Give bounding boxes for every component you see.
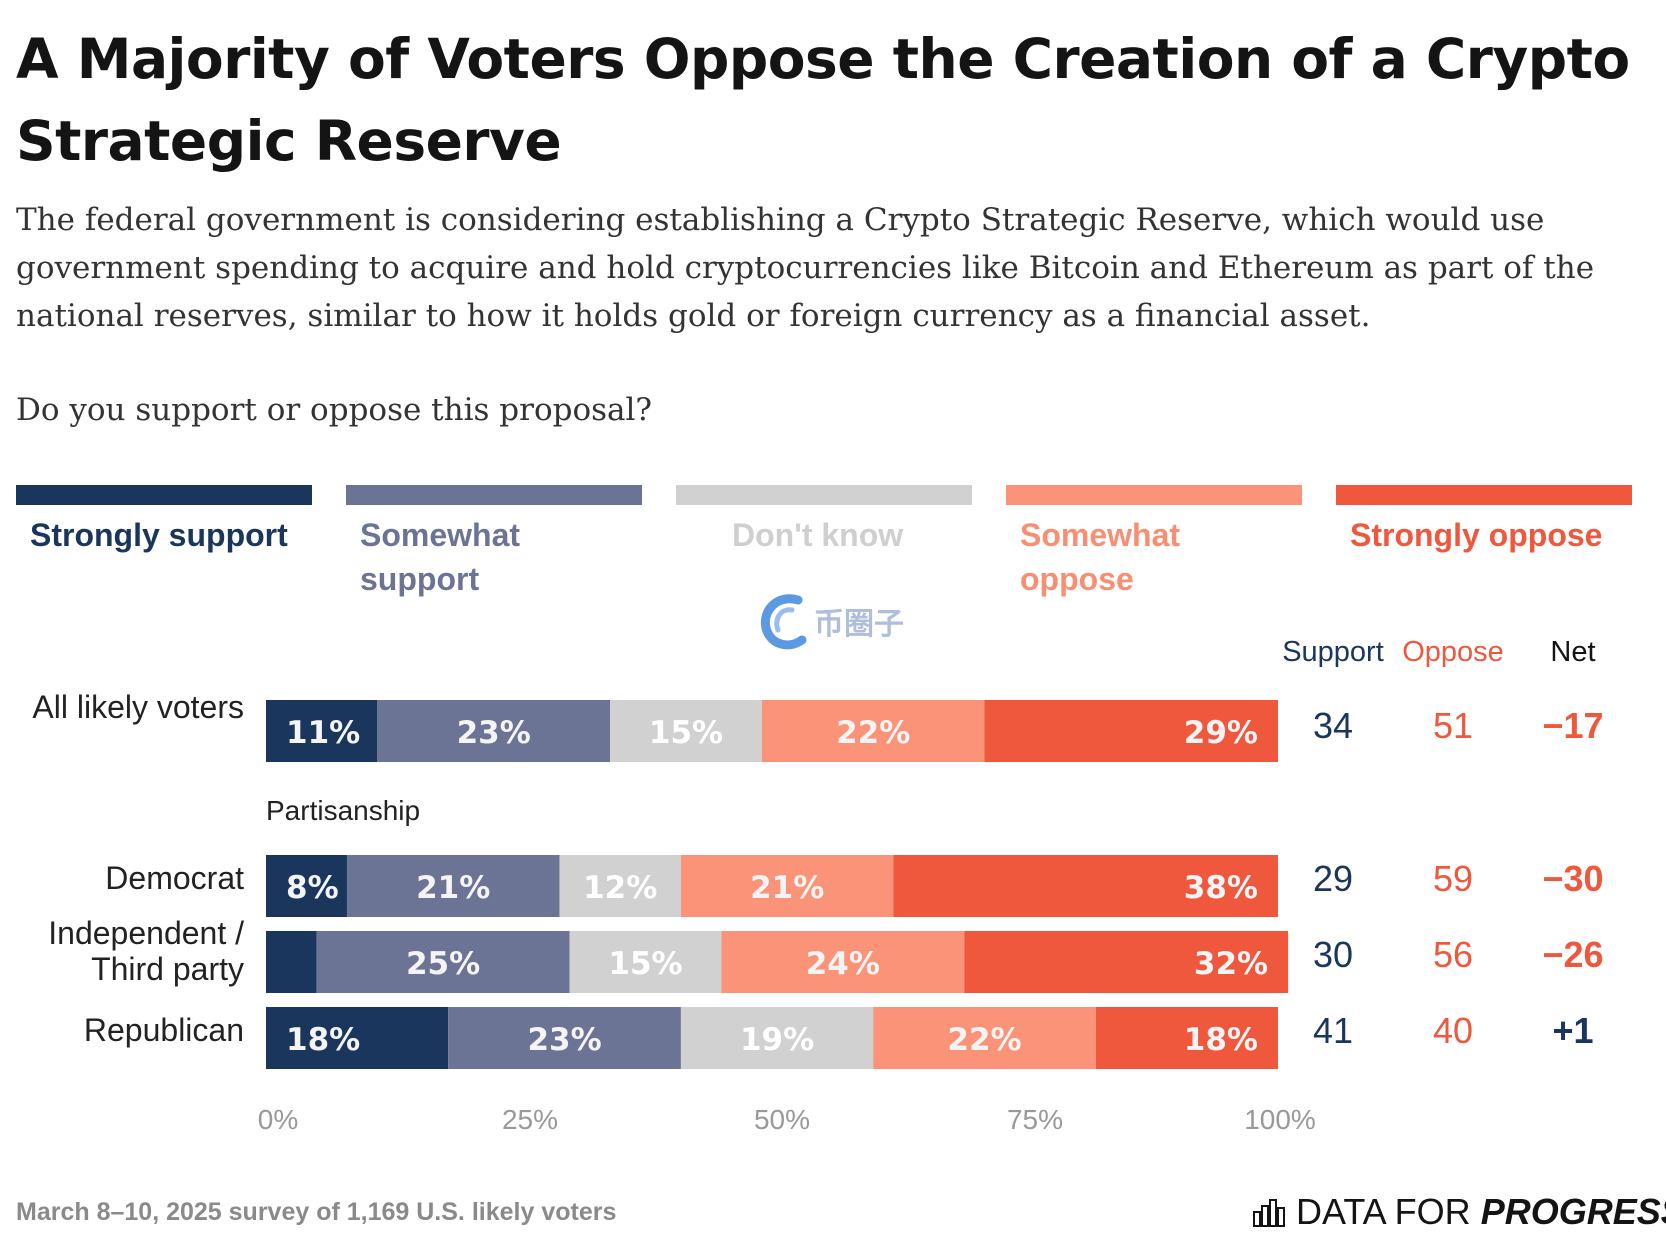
legend-item-somewhat-oppose: Somewhat oppose xyxy=(1006,485,1302,601)
bar-value-label: 15% xyxy=(608,946,682,982)
row-label-democrat: Democrat xyxy=(105,860,244,896)
bar-value-label: 19% xyxy=(740,1022,814,1058)
net-value: +1 xyxy=(1552,1010,1594,1051)
x-tick-label: 75% xyxy=(1006,1104,1064,1135)
survey-question: Do you support or oppose this proposal? xyxy=(16,392,653,428)
bar-segment xyxy=(984,700,1278,762)
bar-value-label: 22% xyxy=(836,715,910,751)
oppose-value: 59 xyxy=(1432,858,1474,899)
bar-segment xyxy=(346,855,560,917)
legend-label: Don't know xyxy=(732,517,904,553)
bar-value-label: 11% xyxy=(286,715,360,751)
oppose-value: 51 xyxy=(1432,705,1474,746)
bar-segment xyxy=(721,931,965,993)
oppose-value: 40 xyxy=(1432,1010,1474,1051)
net-value: −26 xyxy=(1542,934,1604,975)
bar-segment xyxy=(266,855,347,917)
legend-swatch xyxy=(346,485,642,505)
bar-value-label: 38% xyxy=(1184,870,1258,906)
brand-name-bold: PROGRESS xyxy=(1480,1191,1666,1232)
bar-value-label: 23% xyxy=(457,715,531,751)
bar-segment xyxy=(893,855,1278,917)
bar-value-label: 8% xyxy=(286,870,339,906)
bar-segment xyxy=(448,1007,681,1069)
footer-note: March 8–10, 2025 survey of 1,169 U.S. li… xyxy=(16,1198,617,1226)
bar-value-label: 22% xyxy=(947,1022,1021,1058)
watermark: 币圈子 xyxy=(758,592,904,650)
bar-value-label: 32% xyxy=(1194,946,1268,982)
support-value: 29 xyxy=(1312,858,1354,899)
bar-value-label: 21% xyxy=(750,870,824,906)
column-header-net: Net xyxy=(1550,636,1596,668)
bar-segment xyxy=(266,1007,449,1069)
bar-segment xyxy=(266,700,378,762)
section-label-partisanship: Partisanship xyxy=(266,795,421,826)
bar-segment xyxy=(610,700,762,762)
legend-label: Strongly oppose xyxy=(1350,517,1603,553)
net-value: −17 xyxy=(1542,705,1604,746)
bar-segment xyxy=(964,931,1289,993)
bar-value-label: 24% xyxy=(806,946,880,982)
net-value: −30 xyxy=(1542,858,1604,899)
legend-swatch xyxy=(1336,485,1632,505)
x-tick-label: 100% xyxy=(1244,1104,1316,1135)
bar-segment xyxy=(266,931,317,993)
bar-value-label: 29% xyxy=(1184,715,1258,751)
bar-value-label: 21% xyxy=(416,870,490,906)
legend-label: Strongly support xyxy=(30,517,288,553)
column-header-support: Support xyxy=(1282,636,1384,668)
bar-segment xyxy=(761,700,985,762)
legend-item-strongly-oppose: Strongly oppose xyxy=(1336,485,1632,557)
watermark-logo-icon xyxy=(760,594,807,650)
row-label-republican: Republican xyxy=(83,1012,244,1048)
bar-segment xyxy=(569,931,722,993)
row-label-independent: Independent / Third party xyxy=(48,915,244,987)
bar-value-label: 15% xyxy=(649,715,723,751)
row-label-all-likely-voters: All likely voters xyxy=(32,689,244,725)
bar-chart-logo-icon xyxy=(1253,1199,1285,1227)
bar-segment xyxy=(680,1007,874,1069)
brand-name: DATA FOR PROGRESS xyxy=(1296,1191,1666,1233)
column-header-oppose: Oppose xyxy=(1402,636,1504,668)
bar-value-label: 18% xyxy=(286,1022,360,1058)
bar-value-label: 25% xyxy=(406,946,480,982)
bar-segment xyxy=(873,1007,1096,1069)
legend-swatch xyxy=(16,485,312,505)
bar-segment xyxy=(377,700,611,762)
legend-item-strongly-support: Strongly support xyxy=(16,485,312,557)
legend-item-somewhat-support: Somewhat support xyxy=(346,485,642,601)
bar-segment xyxy=(559,855,681,917)
brand-name-regular: DATA FOR xyxy=(1296,1191,1471,1232)
bar-segment xyxy=(316,931,570,993)
chart-subtitle: The federal government is considering es… xyxy=(16,202,1595,334)
x-tick-label: 25% xyxy=(501,1104,559,1135)
chart-title: A Majority of Voters Oppose the Creation… xyxy=(16,27,1630,173)
support-value: 34 xyxy=(1312,705,1354,746)
legend-item-dont-know: Don't know xyxy=(676,485,972,557)
x-tick-label: 0% xyxy=(257,1104,299,1135)
legend-label: Somewhat support xyxy=(360,517,521,597)
bar-value-label: 12% xyxy=(583,870,657,906)
bar-segment xyxy=(1095,1007,1278,1069)
x-tick-label: 50% xyxy=(753,1104,811,1135)
bar-value-label: 23% xyxy=(527,1022,601,1058)
legend-label: Somewhat oppose xyxy=(1020,517,1181,597)
legend-swatch xyxy=(1006,485,1302,505)
legend: Strongly support Somewhat support Don't … xyxy=(0,485,1666,605)
bar-segment xyxy=(680,855,894,917)
support-value: 41 xyxy=(1312,1010,1354,1051)
bar-value-label: 18% xyxy=(1184,1022,1258,1058)
brand-logo: DATA FOR PROGRESS xyxy=(1252,1191,1666,1233)
legend-swatch xyxy=(676,485,972,505)
support-value: 30 xyxy=(1312,934,1354,975)
oppose-value: 56 xyxy=(1432,934,1474,975)
watermark-text: 币圈子 xyxy=(814,608,904,641)
